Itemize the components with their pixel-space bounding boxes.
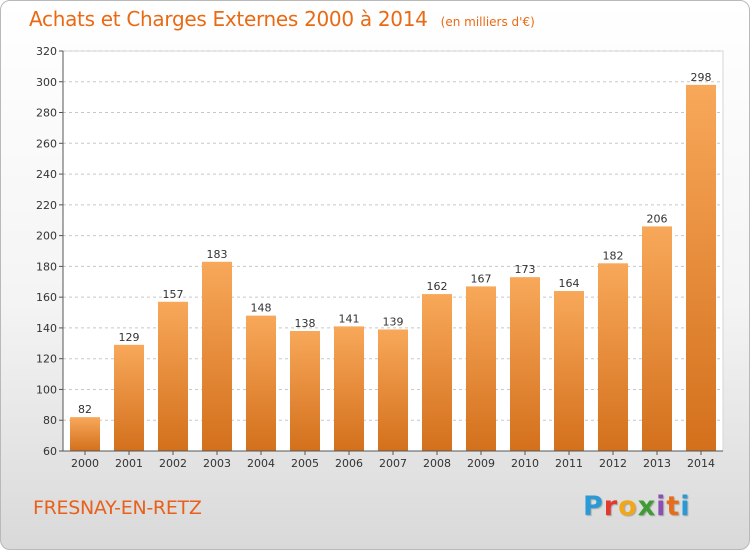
y-tick-label: 220: [36, 199, 57, 212]
x-tick-label: 2014: [687, 457, 715, 470]
data-label: 129: [119, 331, 140, 344]
data-label: 141: [339, 312, 360, 325]
bar: [466, 286, 496, 451]
place-name: FRESNAY-EN-RETZ: [33, 497, 202, 519]
x-tick-label: 2001: [115, 457, 143, 470]
y-tick-label: 240: [36, 168, 57, 181]
x-tick-label: 2007: [379, 457, 407, 470]
proxiti-logo: Proxiti: [583, 491, 691, 522]
x-tick-label: 2012: [599, 457, 627, 470]
bar: [290, 331, 320, 451]
y-tick-label: 80: [43, 414, 57, 427]
title-row: Achats et Charges Externes 2000 à 2014 (…: [29, 7, 535, 31]
x-tick-label: 2003: [203, 457, 231, 470]
bar: [554, 291, 584, 451]
x-tick-label: 2009: [467, 457, 495, 470]
x-tick-label: 2000: [71, 457, 99, 470]
x-tick-label: 2013: [643, 457, 671, 470]
x-tick-label: 2005: [291, 457, 319, 470]
axes: 60 80 100 120 140 160 180 200 220 240 260 280 300 320…: [36, 45, 723, 470]
chart-title: Achats et Charges Externes 2000 à 2014: [29, 7, 428, 31]
y-tick-label: 280: [36, 107, 57, 120]
data-label: 82: [78, 403, 92, 416]
bar: [510, 277, 540, 451]
x-tick-label: 2002: [159, 457, 187, 470]
bar: [202, 261, 232, 451]
bars: 82 129 157 183 148 138 141 139 162 167 173 164 182 20…: [70, 71, 716, 451]
data-label: 164: [559, 277, 580, 290]
y-tick-label: 60: [43, 445, 57, 458]
x-tick-label: 2010: [511, 457, 539, 470]
bar: [642, 226, 672, 451]
y-tick-label: 260: [36, 137, 57, 150]
x-tick-label: 2006: [335, 457, 363, 470]
data-label: 183: [207, 248, 228, 261]
data-label: 148: [251, 302, 272, 315]
y-tick-label: 140: [36, 322, 57, 335]
data-label: 298: [691, 71, 712, 84]
y-tick-label: 160: [36, 291, 57, 304]
data-label: 206: [647, 212, 668, 225]
y-tick-label: 180: [36, 260, 57, 273]
bar: [598, 263, 628, 451]
bar: [114, 344, 144, 451]
data-label: 182: [603, 249, 624, 262]
bar: [158, 301, 188, 451]
bar: [246, 315, 276, 451]
data-label: 167: [471, 272, 492, 285]
data-label: 138: [295, 317, 316, 330]
data-label: 157: [163, 288, 184, 301]
bar: [686, 84, 716, 451]
y-tick-label: 100: [36, 383, 57, 396]
data-label: 162: [427, 280, 448, 293]
bar: [422, 294, 452, 451]
chart-subtitle: (en milliers d'€): [440, 15, 535, 29]
x-tick-label: 2008: [423, 457, 451, 470]
y-tick-label: 120: [36, 353, 57, 366]
bar: [378, 329, 408, 451]
data-label: 139: [383, 315, 404, 328]
y-tick-label: 300: [36, 76, 57, 89]
data-label: 173: [515, 263, 536, 276]
y-tick-label: 200: [36, 230, 57, 243]
x-tick-label: 2004: [247, 457, 275, 470]
y-tick-label: 320: [36, 45, 57, 58]
bar: [334, 326, 364, 451]
x-tick-label: 2011: [555, 457, 583, 470]
bar: [70, 417, 100, 451]
